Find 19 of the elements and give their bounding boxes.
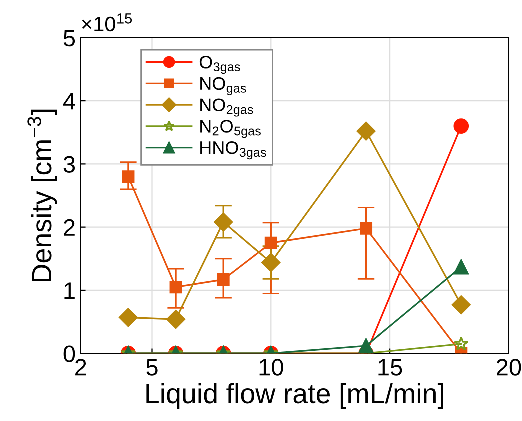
y-tick-label: 0 <box>64 346 76 362</box>
y-tick-label: 3 <box>64 156 76 173</box>
y-tick-label: 1 <box>64 282 75 300</box>
x-tick-label: 2 <box>76 359 86 376</box>
y-tick-label: 5 <box>64 30 76 47</box>
y-tick-label: 2 <box>64 219 75 236</box>
x-axis-title: Liquid flow rate [mL/min] <box>146 383 444 410</box>
legend-label: O$_{3gas}$ <box>200 56 240 74</box>
y-tick-label: 4 <box>63 93 76 110</box>
legend-label: N$_{2}$O$_{5gas}$ <box>200 120 261 138</box>
y-axis-title: Density [cm$^{−3}$] <box>28 110 58 282</box>
x-tick-label: 10 <box>260 359 284 376</box>
x-tick-label: 5 <box>146 359 158 376</box>
legend-label: HNO$_{3gas}$ <box>200 142 266 160</box>
x-tick-label: 15 <box>378 359 402 376</box>
x-tick-label: 20 <box>497 359 522 376</box>
text: ×10$^{15}$ <box>82 14 132 32</box>
legend-label: NO$_{gas}$ <box>200 77 246 96</box>
legend-label: NO$_{2gas}$ <box>200 98 254 117</box>
